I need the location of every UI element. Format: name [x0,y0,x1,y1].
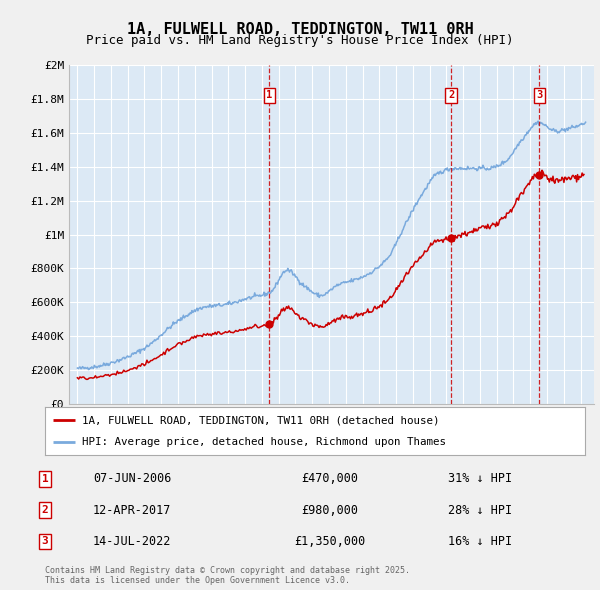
Text: 16% ↓ HPI: 16% ↓ HPI [448,535,512,548]
Text: 3: 3 [536,90,542,100]
Text: 31% ↓ HPI: 31% ↓ HPI [448,472,512,486]
Text: 2: 2 [448,90,454,100]
Text: 28% ↓ HPI: 28% ↓ HPI [448,503,512,517]
Text: £1,350,000: £1,350,000 [295,535,365,548]
Text: 1A, FULWELL ROAD, TEDDINGTON, TW11 0RH: 1A, FULWELL ROAD, TEDDINGTON, TW11 0RH [127,22,473,37]
Text: 12-APR-2017: 12-APR-2017 [93,503,171,517]
Text: 14-JUL-2022: 14-JUL-2022 [93,535,171,548]
Text: HPI: Average price, detached house, Richmond upon Thames: HPI: Average price, detached house, Rich… [82,437,446,447]
Text: Contains HM Land Registry data © Crown copyright and database right 2025.
This d: Contains HM Land Registry data © Crown c… [45,566,410,585]
Text: 1A, FULWELL ROAD, TEDDINGTON, TW11 0RH (detached house): 1A, FULWELL ROAD, TEDDINGTON, TW11 0RH (… [82,415,439,425]
Text: 1: 1 [41,474,49,484]
Text: 3: 3 [41,536,49,546]
Text: £980,000: £980,000 [302,503,359,517]
Text: 1: 1 [266,90,272,100]
Text: 2: 2 [41,505,49,515]
Text: £470,000: £470,000 [302,472,359,486]
Text: 07-JUN-2006: 07-JUN-2006 [93,472,171,486]
Text: Price paid vs. HM Land Registry's House Price Index (HPI): Price paid vs. HM Land Registry's House … [86,34,514,47]
